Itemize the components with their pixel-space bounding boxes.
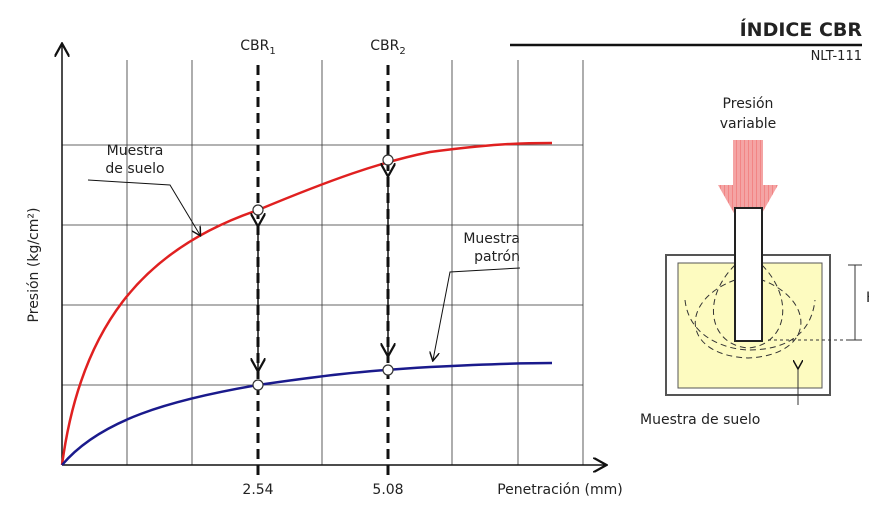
x-tick-label: 5.08 [372, 482, 403, 498]
marker-label: CBR2 [370, 38, 405, 57]
x-axis-label: Penetración (mm) [497, 482, 623, 498]
curve-label: patrón [474, 249, 520, 265]
standard-curve [62, 363, 552, 465]
load-label: Presión [723, 96, 774, 112]
curve-label: Muestra [107, 143, 164, 159]
curve-label: Muestra [463, 231, 520, 247]
sample-label: Muestra de suelo [640, 412, 760, 428]
piston [735, 208, 762, 341]
callout [88, 180, 200, 235]
y-axis-label: Presión (kg/cm²) [26, 208, 42, 323]
diagram: CBR1 CBR2 Muestra de suelo Muestra patró… [0, 0, 869, 507]
marker-label: CBR1 [240, 38, 275, 57]
load-label: variable [720, 116, 776, 132]
standard: NLT-111 [811, 49, 862, 64]
points [253, 155, 393, 390]
callout [433, 268, 520, 360]
curve-label: de suelo [105, 161, 164, 177]
x-tick-label: 2.54 [242, 482, 273, 498]
title: ÍNDICE CBR [740, 18, 863, 41]
